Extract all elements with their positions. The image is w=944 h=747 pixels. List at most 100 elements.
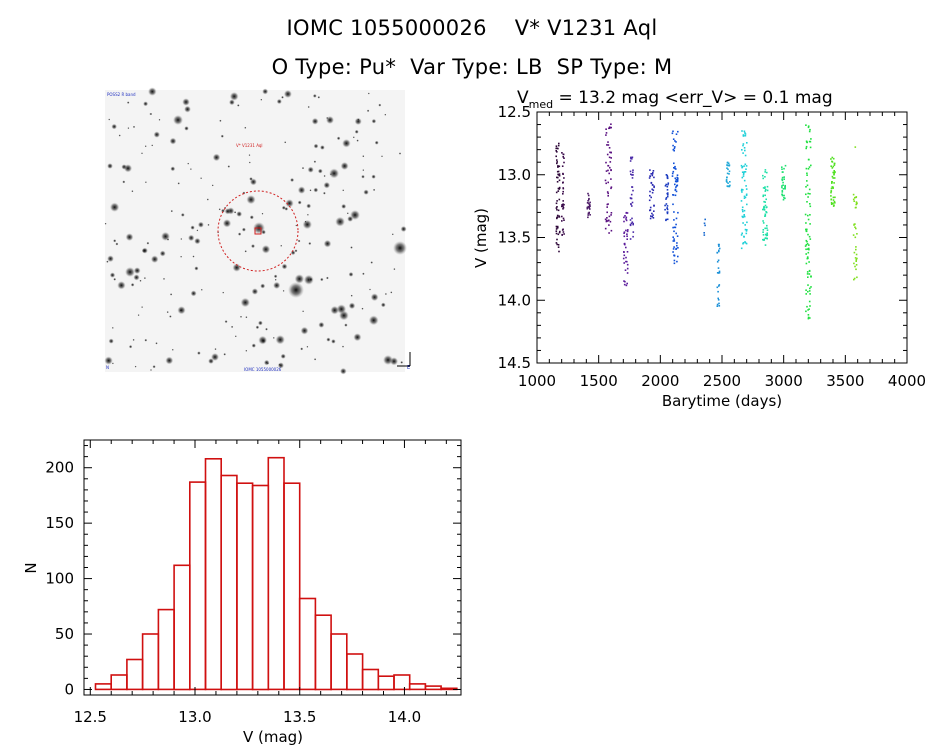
lc-point bbox=[666, 212, 669, 215]
lc-point bbox=[608, 147, 611, 149]
star-blob bbox=[143, 101, 149, 107]
lc-point bbox=[807, 218, 810, 221]
lc-point bbox=[556, 214, 559, 217]
lc-point bbox=[610, 214, 612, 216]
lc-point bbox=[673, 262, 676, 265]
lc-point bbox=[653, 210, 655, 212]
lc-point bbox=[808, 308, 810, 310]
lc-point bbox=[588, 207, 590, 209]
lc-point bbox=[832, 177, 834, 179]
bright-star bbox=[125, 267, 135, 277]
lc-point bbox=[727, 182, 729, 184]
lc-point bbox=[718, 270, 721, 273]
star-blob bbox=[221, 208, 225, 213]
lc-point bbox=[831, 186, 833, 188]
star-blob bbox=[301, 166, 305, 170]
lc-point bbox=[626, 282, 628, 285]
lc-point bbox=[763, 209, 766, 211]
star-blob bbox=[200, 177, 203, 180]
lc-point bbox=[607, 192, 609, 195]
star-blob bbox=[313, 187, 319, 193]
lc-point bbox=[589, 214, 591, 216]
star-blob bbox=[273, 274, 278, 279]
lc-point bbox=[609, 166, 611, 169]
lc-point bbox=[726, 172, 729, 175]
lc-point bbox=[676, 179, 679, 181]
star-blob bbox=[255, 325, 260, 330]
lc-point bbox=[810, 286, 812, 288]
lc-point bbox=[556, 176, 558, 179]
lc-point bbox=[784, 197, 786, 200]
lc-point bbox=[555, 230, 558, 232]
lc-point bbox=[833, 182, 835, 184]
lc-point bbox=[854, 226, 856, 228]
lc-point bbox=[605, 219, 608, 222]
star-blob bbox=[295, 224, 298, 227]
lc-point bbox=[766, 171, 768, 174]
lc-point bbox=[675, 247, 678, 250]
star-blob bbox=[306, 203, 312, 209]
lc-point bbox=[806, 305, 808, 308]
star-blob bbox=[384, 113, 387, 116]
lc-point bbox=[555, 232, 558, 235]
lc-point bbox=[728, 173, 730, 175]
lc-point bbox=[562, 208, 564, 210]
lc-point bbox=[626, 212, 629, 214]
star-blob bbox=[246, 195, 256, 205]
lc-point bbox=[675, 186, 677, 188]
star-blob bbox=[357, 119, 360, 123]
lc-point bbox=[625, 284, 628, 287]
star-blob bbox=[113, 277, 117, 281]
star-blob bbox=[189, 168, 192, 171]
lc-point bbox=[650, 181, 653, 184]
star-blob bbox=[302, 310, 305, 313]
lc-point bbox=[764, 169, 767, 171]
star-blob bbox=[311, 117, 319, 125]
lc-point bbox=[649, 190, 651, 193]
lc-point bbox=[740, 247, 743, 250]
lc-point bbox=[563, 203, 565, 206]
star-blob bbox=[323, 239, 332, 248]
lc-point bbox=[557, 190, 560, 192]
star-blob bbox=[302, 219, 312, 230]
lc-point bbox=[623, 231, 626, 233]
lc-point bbox=[626, 233, 628, 235]
star-blob bbox=[111, 123, 117, 130]
star-blob bbox=[353, 333, 362, 342]
star-blob bbox=[104, 356, 113, 365]
lc-point bbox=[607, 169, 609, 172]
lc-point bbox=[833, 164, 836, 166]
lc-point bbox=[557, 209, 560, 212]
lc-point bbox=[745, 194, 748, 196]
star-blob bbox=[300, 347, 304, 351]
star-blob bbox=[128, 345, 133, 349]
lc-point bbox=[608, 172, 610, 175]
lc-point bbox=[605, 220, 608, 223]
star-field bbox=[104, 87, 407, 375]
star-blob bbox=[331, 339, 336, 344]
lc-point bbox=[855, 253, 858, 256]
lc-point bbox=[672, 248, 675, 250]
star-blob bbox=[354, 129, 359, 134]
lc-point bbox=[717, 272, 720, 274]
lc-point bbox=[743, 195, 746, 198]
lc-point bbox=[741, 232, 743, 235]
star-blob bbox=[282, 289, 285, 292]
lc-point bbox=[629, 170, 632, 173]
lc-point bbox=[556, 159, 558, 161]
star-blob bbox=[248, 154, 251, 157]
lc-point bbox=[806, 271, 809, 273]
lc-point bbox=[588, 198, 590, 201]
lc-point bbox=[675, 178, 678, 181]
lc-point bbox=[716, 286, 719, 289]
lc-point bbox=[605, 182, 607, 185]
lc-point bbox=[809, 203, 811, 205]
lc-point bbox=[831, 182, 833, 184]
hist-bar bbox=[220, 474, 238, 691]
lc-point bbox=[784, 164, 787, 167]
lc-point bbox=[807, 214, 809, 217]
star-blob bbox=[352, 136, 355, 139]
lc-point bbox=[805, 228, 807, 231]
hist-bar bbox=[361, 668, 380, 691]
lc-point bbox=[806, 184, 809, 187]
